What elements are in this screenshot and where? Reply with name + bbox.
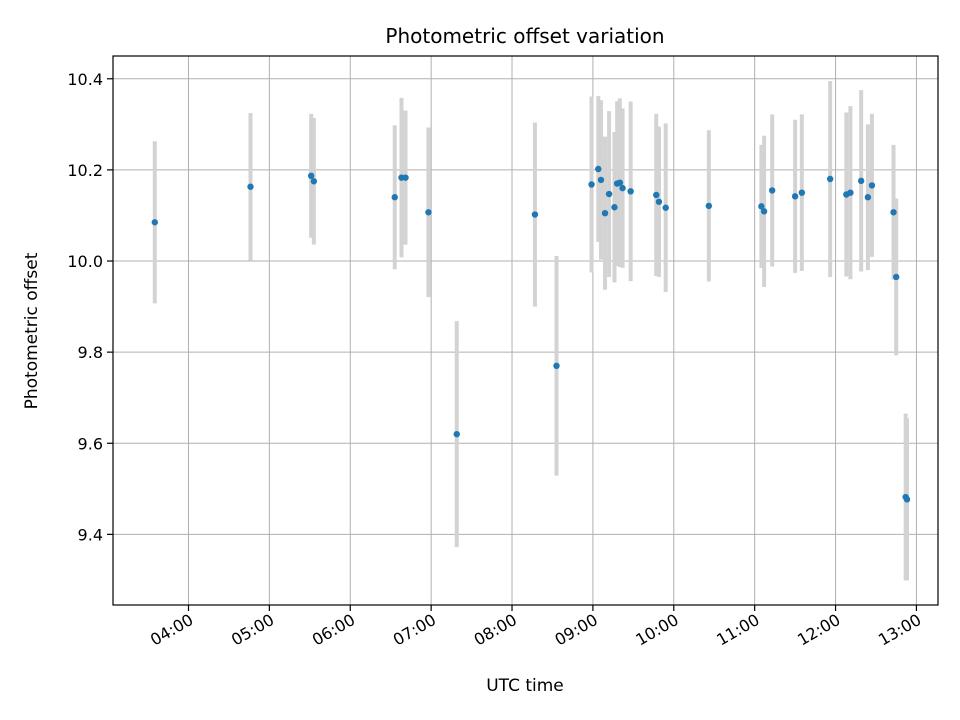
data-point	[611, 204, 618, 211]
y-tick-label: 10.0	[67, 252, 103, 271]
data-point	[760, 208, 768, 215]
data-point	[903, 496, 911, 503]
data-point	[531, 211, 539, 218]
data-point	[588, 181, 595, 188]
data-point	[595, 165, 602, 173]
data-point	[619, 184, 626, 192]
y-axis-ticks: 9.4 9.6 9.8 10.0 10.2 10.4	[67, 70, 113, 544]
data-point	[653, 191, 660, 199]
data-point	[791, 193, 799, 200]
y-tick-label: 10.2	[67, 161, 103, 180]
data-point	[247, 183, 254, 190]
data-point	[310, 178, 318, 185]
data-point	[425, 209, 432, 216]
data-point	[847, 189, 854, 196]
data-point	[864, 194, 872, 201]
data-points	[151, 165, 911, 503]
data-point	[627, 188, 634, 195]
data-point	[868, 182, 876, 189]
data-point	[705, 202, 713, 210]
y-tick-label: 9.4	[78, 525, 103, 544]
data-point	[655, 198, 663, 205]
data-point	[601, 209, 609, 217]
data-point	[768, 187, 776, 194]
data-point	[553, 362, 560, 370]
data-point	[616, 179, 624, 186]
y-tick-label: 9.6	[78, 434, 103, 453]
data-point	[391, 194, 398, 201]
data-point	[798, 189, 806, 196]
x-axis-label: UTC time	[486, 676, 564, 696]
y-tick-label: 10.4	[67, 70, 103, 89]
data-point	[402, 174, 409, 181]
data-point	[605, 190, 613, 198]
data-point	[597, 176, 605, 184]
y-axis-label: Photometric offset	[22, 252, 42, 409]
data-point	[893, 273, 900, 281]
data-point	[857, 177, 865, 185]
data-point	[662, 204, 669, 211]
data-point	[758, 203, 765, 210]
data-point	[151, 219, 158, 226]
chart-title: Photometric offset variation	[385, 24, 664, 48]
y-tick-label: 9.8	[78, 343, 103, 362]
data-point	[826, 175, 834, 183]
data-point	[453, 430, 460, 438]
plot-frame	[112, 55, 939, 606]
data-point	[890, 209, 897, 216]
data-point	[307, 172, 315, 180]
